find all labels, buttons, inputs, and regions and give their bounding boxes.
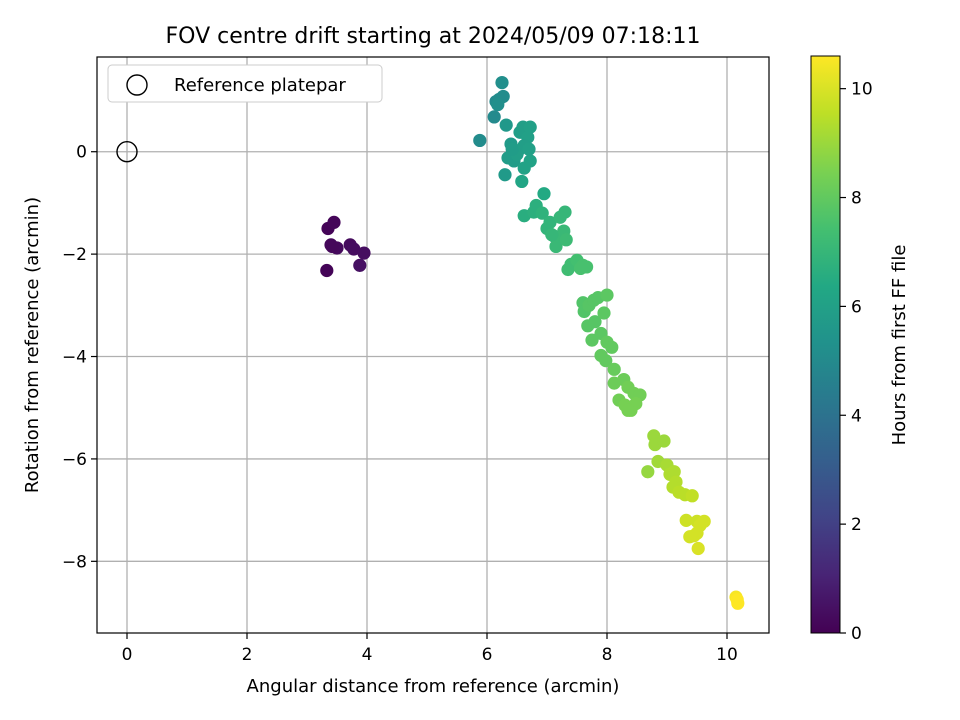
colorbar-tick-label: 6 bbox=[851, 297, 862, 317]
data-point bbox=[320, 263, 334, 278]
data-point bbox=[599, 354, 613, 368]
legend-label: Reference platepar bbox=[174, 75, 346, 96]
data-point bbox=[487, 110, 501, 124]
x-tick-label: 8 bbox=[602, 645, 613, 665]
x-tick-label: 10 bbox=[716, 645, 738, 665]
x-tick-label: 2 bbox=[242, 645, 253, 665]
colorbar-ticks: 0 2 4 6 8 10 bbox=[840, 80, 873, 644]
y-axis-ticks: 0 −2 −4 −6 −8 bbox=[62, 143, 97, 572]
data-point bbox=[535, 206, 549, 220]
data-points bbox=[116, 76, 745, 610]
legend-box bbox=[107, 64, 383, 103]
colorbar-label: Hours from first FF file bbox=[889, 245, 910, 446]
data-point bbox=[522, 142, 536, 156]
data-point bbox=[667, 465, 681, 479]
data-point bbox=[691, 541, 705, 556]
data-point bbox=[690, 526, 704, 540]
y-tick-label: −2 bbox=[62, 245, 87, 265]
data-point bbox=[657, 434, 671, 448]
data-point bbox=[585, 333, 599, 347]
data-point bbox=[605, 340, 619, 354]
data-point bbox=[473, 133, 487, 148]
data-point bbox=[679, 513, 693, 527]
y-tick-label: −4 bbox=[62, 348, 87, 368]
y-tick-label: −8 bbox=[62, 552, 87, 572]
data-point bbox=[498, 168, 512, 182]
colorbar bbox=[810, 55, 841, 634]
data-point bbox=[515, 174, 529, 189]
y-tick-label: −6 bbox=[62, 450, 87, 470]
data-point bbox=[499, 118, 513, 132]
data-point bbox=[607, 362, 621, 376]
data-point bbox=[600, 288, 614, 302]
colorbar-tick-label: 4 bbox=[851, 406, 862, 426]
reference-platepar-marker bbox=[116, 141, 138, 163]
legend-marker bbox=[126, 74, 148, 96]
data-point bbox=[621, 403, 635, 417]
data-point bbox=[347, 242, 361, 256]
data-point bbox=[641, 465, 655, 479]
data-point bbox=[697, 514, 711, 528]
data-point bbox=[730, 593, 744, 607]
x-tick-label: 6 bbox=[482, 645, 493, 665]
colorbar-tick-label: 10 bbox=[851, 80, 873, 100]
data-point bbox=[327, 215, 341, 229]
data-point bbox=[491, 98, 505, 112]
data-point bbox=[325, 239, 339, 254]
data-point bbox=[537, 187, 551, 201]
data-point bbox=[523, 154, 537, 168]
x-tick-label: 0 bbox=[122, 645, 133, 665]
x-axis-label: Angular distance from reference (arcmin) bbox=[247, 676, 620, 697]
data-point bbox=[353, 258, 367, 272]
data-point bbox=[495, 76, 509, 90]
data-point bbox=[523, 120, 537, 134]
x-axis-ticks: 0 2 4 6 8 10 bbox=[122, 633, 738, 665]
data-point bbox=[543, 215, 557, 229]
data-point bbox=[553, 210, 567, 224]
colorbar-tick-label: 2 bbox=[851, 515, 862, 535]
legend: Reference platepar bbox=[107, 64, 383, 103]
data-point bbox=[505, 142, 519, 156]
data-point bbox=[685, 489, 699, 503]
data-point bbox=[588, 315, 602, 329]
data-point bbox=[549, 239, 563, 254]
x-tick-label: 4 bbox=[362, 645, 373, 665]
y-tick-label: 0 bbox=[76, 143, 87, 163]
colorbar-tick-label: 0 bbox=[851, 624, 862, 644]
y-axis-label: Rotation from reference (arcmin) bbox=[22, 197, 43, 493]
chart-title: FOV centre drift starting at 2024/05/09 … bbox=[166, 24, 701, 49]
colorbar-tick-label: 8 bbox=[851, 189, 862, 209]
data-point bbox=[597, 306, 611, 320]
data-point bbox=[545, 228, 559, 242]
plot-frame bbox=[96, 56, 770, 634]
data-point bbox=[574, 261, 588, 276]
grid bbox=[97, 57, 769, 633]
data-point bbox=[357, 246, 371, 260]
data-point bbox=[559, 233, 573, 247]
